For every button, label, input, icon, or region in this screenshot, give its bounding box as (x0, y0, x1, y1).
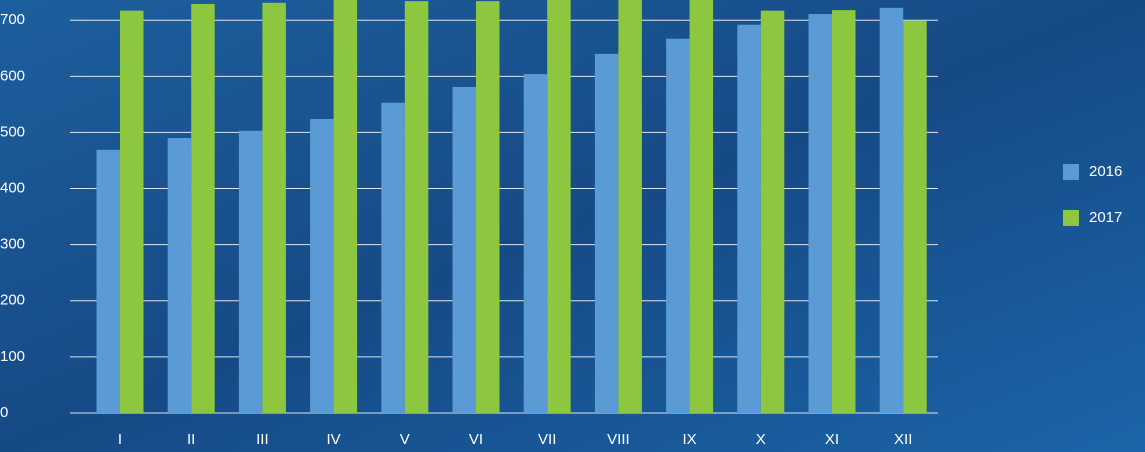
x-tick-label: IV (327, 431, 341, 448)
chart: 0100200300400500600700IIIIIIIVVVIVIIVIII… (0, 0, 1145, 452)
y-tick-label: 700 (0, 11, 25, 28)
y-tick-label: 600 (0, 67, 25, 84)
x-tick-label: I (118, 431, 122, 448)
x-tick-label: VI (469, 431, 483, 448)
bar (809, 14, 833, 413)
bar (381, 103, 405, 413)
bar (120, 11, 144, 413)
x-tick-label: XII (894, 431, 912, 448)
bar (690, 0, 714, 413)
x-tick-label: XI (825, 431, 839, 448)
bar (262, 3, 286, 413)
bar (761, 11, 785, 413)
x-tick-label: X (756, 431, 766, 448)
y-tick-label: 500 (0, 123, 25, 140)
bar (191, 4, 215, 413)
y-tick-label: 100 (0, 348, 25, 365)
bar (97, 150, 121, 413)
y-tick-label: 400 (0, 180, 25, 197)
x-tick-label: II (187, 431, 195, 448)
y-tick-label: 300 (0, 236, 25, 253)
legend-label: 2017 (1089, 209, 1122, 226)
bar (666, 39, 690, 413)
bar (334, 0, 358, 413)
bar (524, 74, 548, 413)
x-tick-label: VIII (607, 431, 630, 448)
bar (903, 21, 927, 413)
bar (618, 0, 642, 413)
y-tick-label: 0 (0, 404, 8, 421)
bar (168, 138, 192, 413)
x-tick-label: IX (683, 431, 697, 448)
y-tick-label: 200 (0, 292, 25, 309)
legend-swatch (1063, 164, 1079, 180)
bar (310, 119, 334, 413)
legend-swatch (1063, 210, 1079, 226)
bar (405, 1, 429, 413)
bar (239, 131, 263, 413)
bar (547, 0, 571, 413)
x-tick-label: VII (538, 431, 556, 448)
bar (453, 87, 477, 413)
bar (595, 54, 619, 413)
bar (880, 8, 904, 413)
bar (737, 25, 761, 413)
legend-label: 2016 (1089, 163, 1122, 180)
page: {"chart_data": {"type": "bar", "categori… (0, 0, 1145, 452)
x-tick-label: III (256, 431, 269, 448)
x-tick-label: V (400, 431, 410, 448)
bar (476, 1, 500, 413)
bar (832, 10, 856, 413)
